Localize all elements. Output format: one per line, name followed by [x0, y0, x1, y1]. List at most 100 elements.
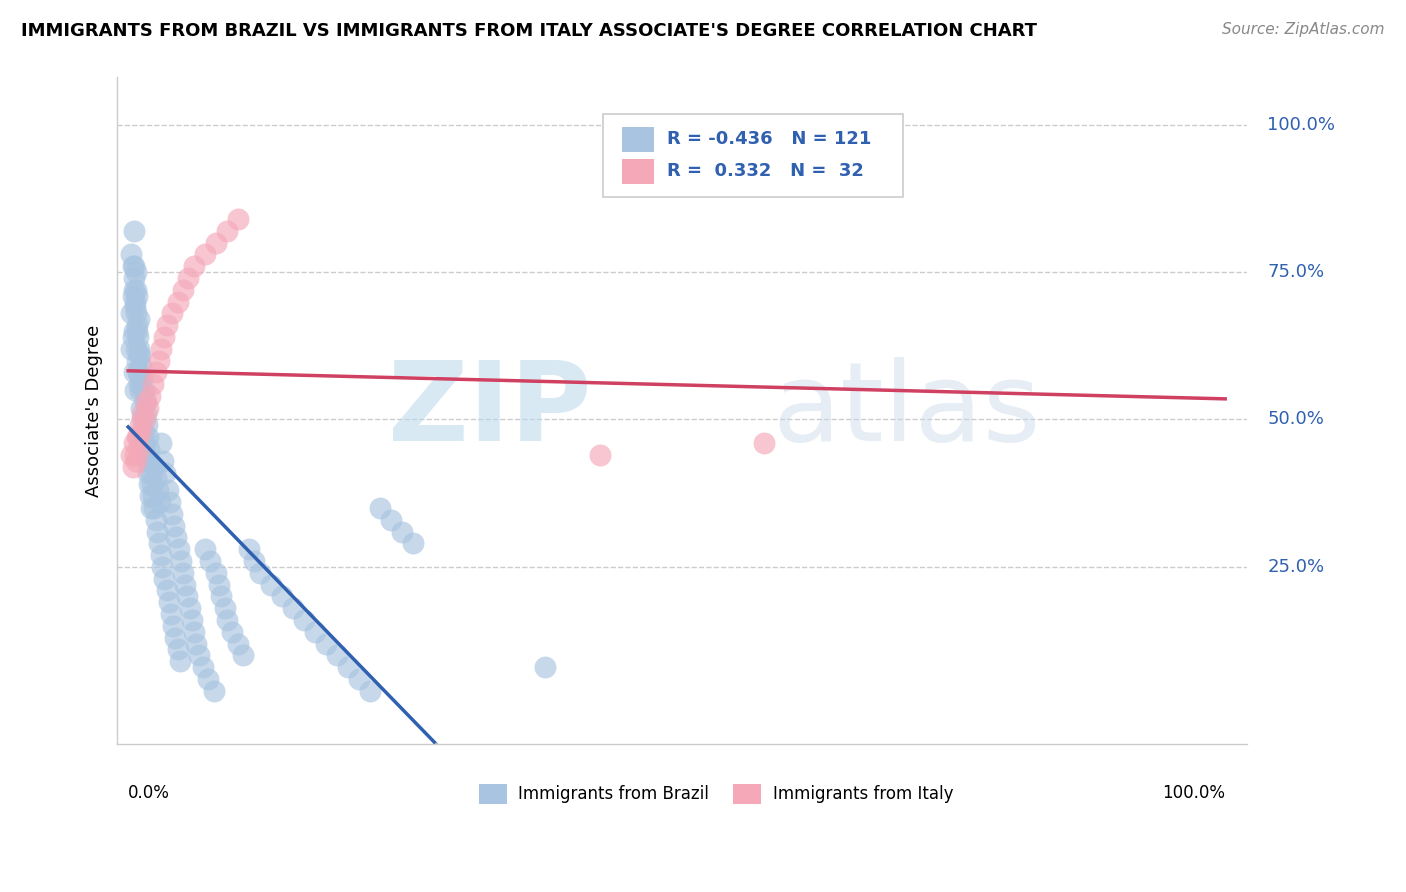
Point	[134, 394, 156, 409]
Point	[336, 660, 359, 674]
Point	[122, 283, 145, 297]
Point	[155, 318, 177, 332]
Point	[145, 365, 167, 379]
Point	[125, 430, 148, 444]
Point	[125, 324, 148, 338]
Point	[120, 247, 142, 261]
Point	[135, 394, 157, 409]
Point	[315, 636, 337, 650]
Point	[145, 471, 167, 485]
Point	[177, 271, 200, 285]
Point	[134, 412, 156, 426]
Point	[754, 436, 776, 450]
Point	[122, 259, 145, 273]
Point	[243, 554, 266, 568]
Point	[183, 624, 205, 639]
Text: Source: ZipAtlas.com: Source: ZipAtlas.com	[1222, 22, 1385, 37]
Point	[186, 636, 208, 650]
Point	[534, 660, 557, 674]
Point	[129, 418, 152, 433]
Point	[122, 324, 145, 338]
Point	[194, 542, 217, 557]
Point	[170, 554, 193, 568]
Point	[200, 554, 222, 568]
Text: 50.0%: 50.0%	[1267, 410, 1324, 428]
Point	[150, 342, 173, 356]
Point	[162, 619, 184, 633]
Point	[179, 601, 201, 615]
Point	[124, 294, 146, 309]
Point	[208, 577, 231, 591]
Point	[209, 590, 232, 604]
Point	[124, 383, 146, 397]
Point	[270, 590, 292, 604]
Point	[260, 577, 283, 591]
Point	[125, 283, 148, 297]
Point	[148, 536, 170, 550]
Point	[174, 577, 197, 591]
Text: atlas: atlas	[772, 357, 1040, 464]
Point	[134, 436, 156, 450]
Point	[238, 542, 260, 557]
Point	[153, 572, 176, 586]
Point	[166, 294, 188, 309]
Point	[136, 430, 159, 444]
Point	[402, 536, 425, 550]
Point	[163, 518, 186, 533]
Point	[215, 224, 238, 238]
Point	[131, 359, 153, 374]
Point	[194, 247, 217, 261]
Point	[128, 377, 150, 392]
Point	[131, 371, 153, 385]
Point	[124, 448, 146, 462]
Point	[391, 524, 413, 539]
Point	[136, 401, 159, 415]
Text: R = -0.436   N = 121: R = -0.436 N = 121	[668, 130, 872, 148]
Y-axis label: Associate's Degree: Associate's Degree	[86, 325, 103, 497]
Point	[149, 495, 172, 509]
Point	[188, 648, 211, 663]
Point	[380, 513, 402, 527]
Point	[150, 560, 173, 574]
Point	[141, 466, 163, 480]
Point	[176, 590, 198, 604]
Point	[135, 448, 157, 462]
Text: 75.0%: 75.0%	[1267, 263, 1324, 281]
Point	[141, 477, 163, 491]
FancyBboxPatch shape	[479, 784, 508, 804]
Point	[347, 672, 370, 686]
Point	[160, 306, 183, 320]
Point	[132, 383, 155, 397]
Point	[139, 389, 162, 403]
Text: ZIP: ZIP	[388, 357, 592, 464]
Point	[169, 654, 191, 668]
Point	[129, 348, 152, 362]
Point	[221, 624, 243, 639]
Point	[124, 301, 146, 315]
Point	[120, 306, 142, 320]
Point	[292, 613, 315, 627]
Point	[127, 430, 149, 444]
Text: Immigrants from Italy: Immigrants from Italy	[772, 785, 953, 803]
Point	[125, 342, 148, 356]
Point	[127, 365, 149, 379]
Point	[129, 383, 152, 397]
Point	[153, 330, 176, 344]
Point	[160, 507, 183, 521]
Point	[139, 489, 162, 503]
Text: 100.0%: 100.0%	[1267, 116, 1336, 134]
Point	[159, 495, 181, 509]
Point	[155, 466, 177, 480]
Point	[128, 342, 150, 356]
Point	[214, 601, 236, 615]
Point	[121, 330, 143, 344]
Point	[215, 613, 238, 627]
Point	[128, 348, 150, 362]
Point	[156, 483, 179, 498]
Point	[226, 211, 249, 226]
Point	[125, 306, 148, 320]
Point	[281, 601, 304, 615]
Text: 25.0%: 25.0%	[1267, 558, 1324, 576]
Point	[128, 312, 150, 326]
Point	[157, 595, 180, 609]
